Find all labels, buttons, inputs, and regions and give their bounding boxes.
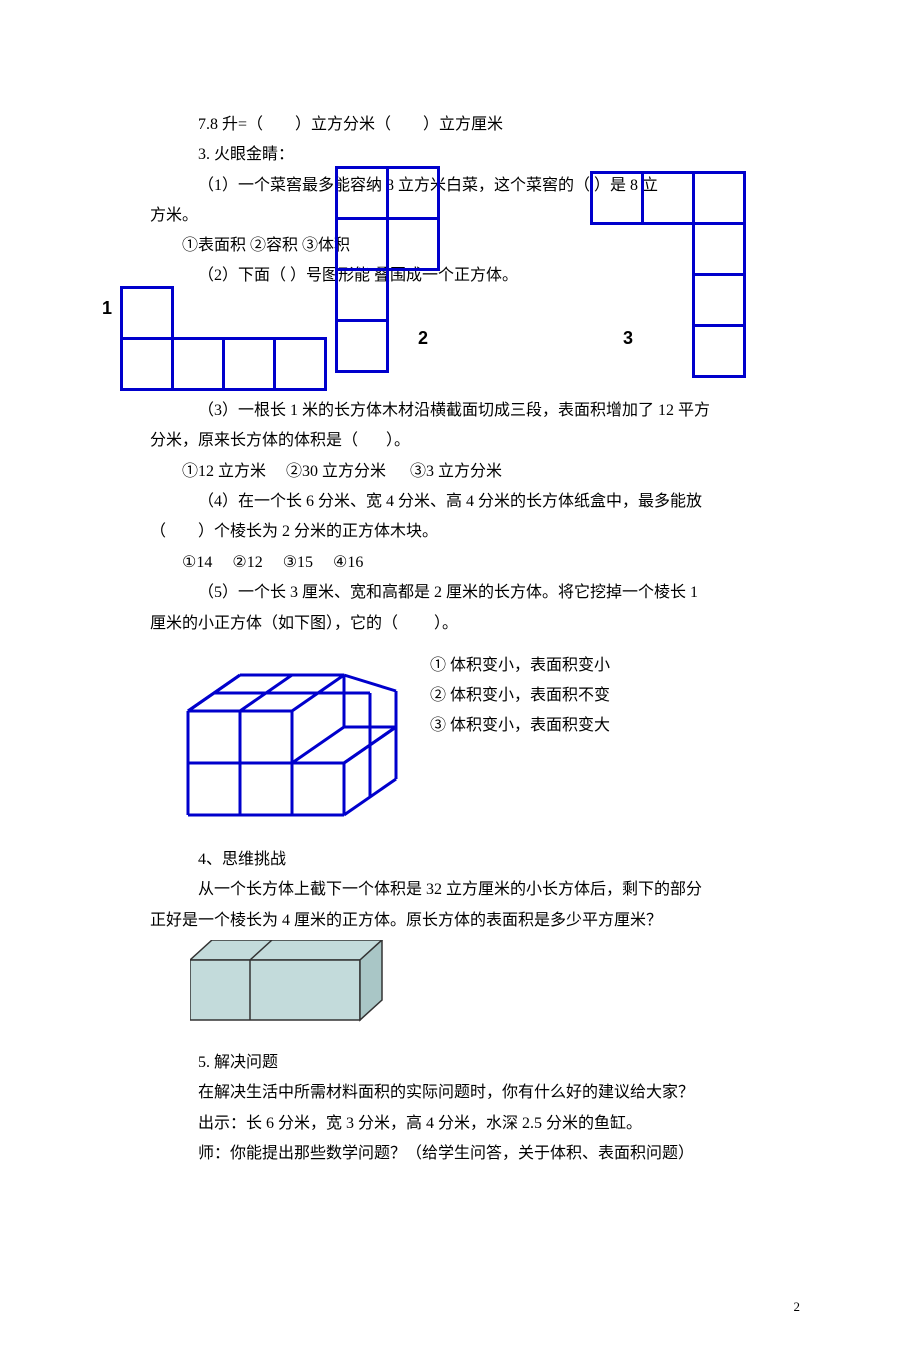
heading-q3: 3. 火眼金睛： <box>150 140 790 170</box>
page-number: 2 <box>794 1295 801 1320</box>
q5-line-1: 在解决生活中所需材料面积的实际问题时，你有什么好的建议给大家？ <box>150 1078 790 1108</box>
heading-q5: 5. 解决问题 <box>150 1048 790 1078</box>
q3-4-line-a: （4）在一个长 6 分米、宽 4 分米、高 4 分米的长方体纸盒中，最多能放 <box>150 487 790 517</box>
q3-4-options: ①14 ②12 ③15 ④16 <box>150 548 790 578</box>
net-1-label: 1 <box>102 291 112 325</box>
q3-4-line-b: （ ）个棱长为 2 分米的正方体木块。 <box>150 517 790 547</box>
q3-5-opt2: ② 体积变小，表面积不变 <box>430 681 610 711</box>
q3-3-options: ①12 立方米 ②30 立方分米 ③3 立方分米 <box>150 457 790 487</box>
q3-5-line-b: 厘米的小正方体（如下图），它的（ ）。 <box>150 609 790 639</box>
q3-3-line-a: （3）一根长 1 米的长方体木材沿横截面切成三段，表面积增加了 12 平方 <box>150 396 790 426</box>
prism-diagram-area <box>190 940 790 1040</box>
page: 7.8 升=（ ）立方分米（ ）立方厘米 3. 火眼金睛： （1）一个菜窖最多能… <box>0 0 920 1350</box>
line-7-8l: 7.8 升=（ ）立方分米（ ）立方厘米 <box>150 110 790 140</box>
heading-q4: 4、思维挑战 <box>150 845 790 875</box>
q3-5-opt3: ③ 体积变小，表面积变大 <box>430 711 610 741</box>
q3-5-opt1: ① 体积变小，表面积变小 <box>430 651 610 681</box>
q3-1-line-b: 方米。 <box>150 201 198 231</box>
q4-line-b: 正好是一个棱长为 4 厘米的正方体。原长方体的表面积是多少平方厘米？ <box>150 906 790 936</box>
q5-line-3: 师：你能提出那些数学问题？（给学生问答，关于体积、表面积问题） <box>150 1139 790 1169</box>
cube-diagram <box>150 645 410 845</box>
q3-3-line-b: 分米，原来长方体的体积是（ ）。 <box>150 426 790 456</box>
q5-line-2: 出示：长 6 分米，宽 3 分米，高 4 分米，水深 2.5 分米的鱼缸。 <box>150 1109 790 1139</box>
net-3-label: 3 <box>623 321 633 355</box>
cube-diagram-area: ① 体积变小，表面积变小 ② 体积变小，表面积不变 ③ 体积变小，表面积变大 <box>150 645 790 845</box>
prism-diagram <box>190 940 410 1040</box>
q4-line-a: 从一个长方体上截下一个体积是 32 立方厘米的小长方体后，剩下的部分 <box>150 875 790 905</box>
nets-diagram-area: （1）一个菜窖最多能容纳 8 立方米白菜，这个菜窖的（ ）是 8 立 方米。 ①… <box>150 171 790 396</box>
q3-5-line-a: （5）一个长 3 厘米、宽和高都是 2 厘米的长方体。将它挖掉一个棱长 1 <box>150 578 790 608</box>
net-2-label: 2 <box>418 321 428 355</box>
q3-2-line: （2）下面（ ）号图形能 叠围成一个正方体。 <box>150 261 518 291</box>
q3-1-options: ①表面积 ②容积 ③体积 <box>150 231 350 261</box>
